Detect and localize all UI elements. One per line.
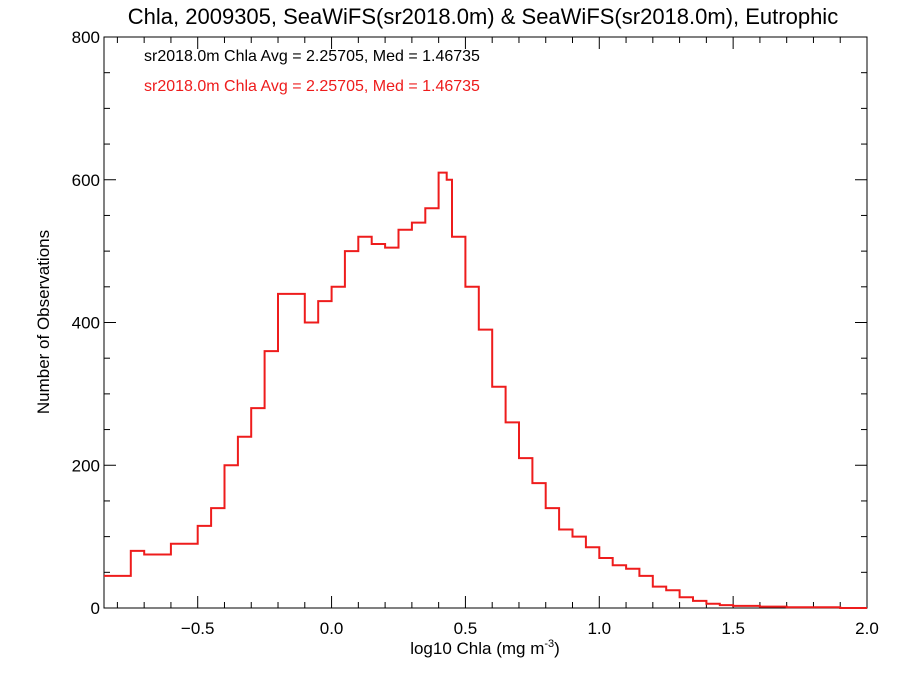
x-tick-label: 0.0 — [320, 619, 344, 638]
y-tick-label: 0 — [91, 599, 100, 618]
x-tick-labels: −0.5 0.0 0.5 1.0 1.5 2.0 — [181, 619, 879, 638]
axis-ticks — [104, 36, 868, 609]
y-tick-labels: 0 200 400 600 800 — [72, 28, 100, 618]
x-tick-label: 1.0 — [587, 619, 611, 638]
chart-title: Chla, 2009305, SeaWiFS(sr2018.0m) & SeaW… — [128, 4, 838, 29]
x-tick-label: 1.5 — [721, 619, 745, 638]
x-tick-label: 2.0 — [855, 619, 879, 638]
plot-border — [103, 36, 868, 609]
y-tick-label: 800 — [72, 28, 100, 47]
y-tick-label: 200 — [72, 456, 100, 475]
series-line — [104, 171, 867, 609]
annotation-red: sr2018.0m Chla Avg = 2.25705, Med = 1.46… — [144, 78, 480, 95]
y-tick-label: 600 — [72, 171, 100, 190]
x-tick-label: 0.5 — [454, 619, 478, 638]
x-tick-label: −0.5 — [181, 619, 215, 638]
x-axis-label-superscript: -3 — [544, 638, 554, 650]
x-axis-label: log10 Chla (mg m-3) — [410, 638, 560, 658]
plot-frame — [103, 36, 868, 609]
x-axis-label-suffix: ) — [554, 639, 560, 658]
x-axis-label-main: log10 Chla (mg m — [410, 639, 544, 658]
annotation-black: sr2018.0m Chla Avg = 2.25705, Med = 1.46… — [144, 48, 480, 65]
y-axis-label: Number of Observations — [34, 230, 53, 414]
y-tick-label: 400 — [72, 314, 100, 333]
